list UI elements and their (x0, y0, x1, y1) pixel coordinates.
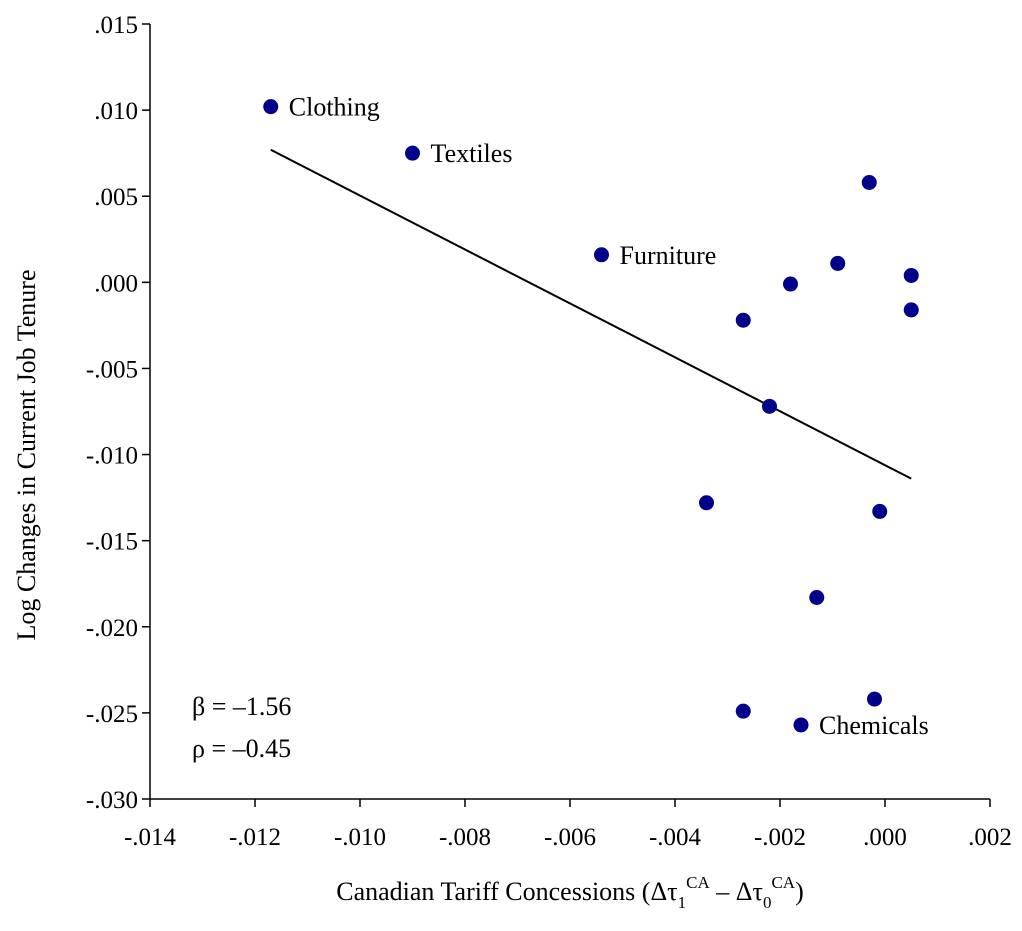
point-label-furniture: Furniture (620, 241, 717, 270)
data-point (793, 717, 809, 733)
data-point (762, 398, 777, 414)
x-tick-label: .000 (863, 824, 907, 851)
data-point (783, 276, 798, 292)
y-tick-label: -.030 (86, 787, 138, 814)
x-tick-label: -.006 (544, 824, 596, 851)
data-point (594, 247, 609, 263)
data-point (903, 302, 919, 318)
data-point (867, 691, 882, 707)
y-tick-label: .015 (94, 12, 138, 39)
x-axis-title-mid: – Δτ (710, 877, 763, 906)
y-tick-label: -.005 (86, 356, 138, 383)
y-tick-label: -.015 (86, 529, 138, 556)
rho-annotation: ρ = –0.45 (192, 734, 291, 763)
y-tick-label: -.025 (86, 701, 138, 728)
data-point (405, 145, 420, 161)
y-axis-title: Log Changes in Current Job Tenure (12, 269, 41, 640)
beta-annotation: β = –1.56 (192, 692, 291, 721)
data-point (903, 267, 919, 283)
y-tick-label: -.020 (86, 615, 138, 642)
x-tick-label: -.004 (649, 824, 702, 851)
data-point (872, 503, 888, 519)
x-tick-label: -.002 (754, 824, 806, 851)
data-point (263, 99, 279, 115)
fit-line (270, 148, 912, 480)
y-tick-label: -.010 (86, 443, 138, 470)
x-axis-title-sup1: CA (686, 873, 710, 892)
x-axis-title-prefix: Canadian Tariff Concessions (Δτ (336, 877, 677, 906)
point-label-clothing: Clothing (289, 93, 380, 122)
point-label-textiles: Textiles (431, 139, 513, 168)
x-tick-label: -.010 (334, 824, 386, 851)
y-tick-label: .010 (94, 98, 138, 125)
x-tick-label: -.012 (229, 824, 281, 851)
y-tick-label: .005 (94, 184, 138, 211)
data-point (809, 590, 825, 605)
point-label-chemicals: Chemicals (819, 711, 929, 740)
data-point (735, 312, 751, 328)
y-tick-label: .000 (94, 270, 138, 297)
data-point (699, 495, 714, 511)
data-point (735, 703, 751, 719)
x-tick-label: -.014 (124, 824, 177, 851)
x-axis-title: Canadian Tariff Concessions (Δτ1CA – Δτ0… (336, 873, 803, 912)
x-tick-label: -.008 (439, 824, 491, 851)
data-point (861, 174, 877, 190)
x-axis-title-sup2: CA (771, 873, 795, 892)
data-point (830, 255, 846, 271)
x-tick-label: .002 (968, 824, 1012, 851)
x-axis-title-sub1: 1 (678, 893, 687, 912)
x-axis-title-sub2: 0 (763, 893, 772, 912)
x-axis-title-suffix: ) (795, 877, 804, 906)
